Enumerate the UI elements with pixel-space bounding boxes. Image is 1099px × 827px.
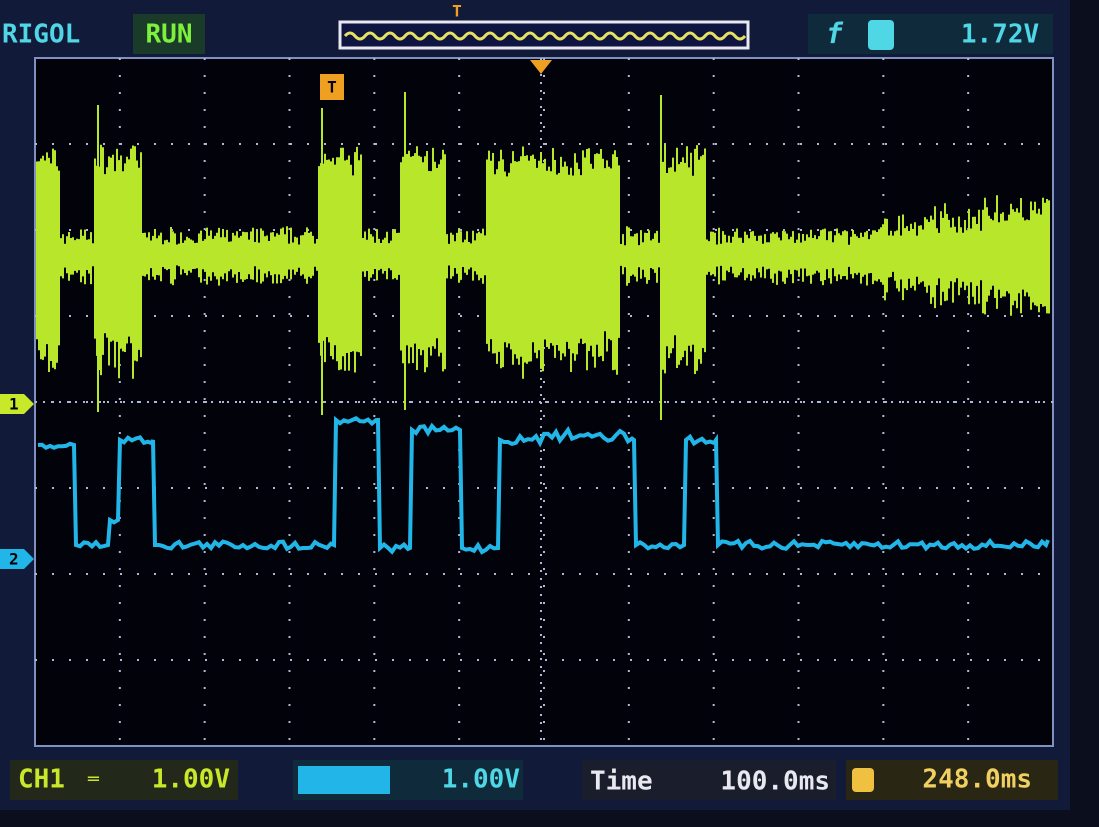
center-trigger-marker [530, 60, 552, 74]
run-status: RUN [146, 20, 193, 50]
trigger-position-marker [320, 74, 344, 100]
trigger-edge-icon: f [826, 17, 844, 50]
ch1-waveform [36, 92, 1050, 420]
status-box [133, 14, 205, 54]
trigger-source-icon [868, 20, 894, 50]
ch1-box [10, 760, 238, 800]
trigger-position-label: T [327, 78, 337, 97]
ch2-label-icon [298, 766, 390, 794]
time-scale: 100.0ms [720, 767, 830, 797]
ch1-coupling-icon: ═ [87, 769, 100, 790]
memory-bar [338, 20, 750, 50]
trigger-offset: 248.0ms [922, 765, 1032, 795]
grid [35, 58, 1053, 746]
ch1-marker-label: 1 [9, 395, 19, 414]
trigger-offset-box [846, 760, 1058, 800]
ch1-label: CH1 [18, 765, 65, 795]
memory-waveform [343, 31, 747, 41]
memory-trigger-marker: T [452, 2, 462, 21]
ch2-scale: 1.00V [442, 765, 520, 795]
trigger-offset-icon [852, 768, 874, 792]
ch2-marker-label: 2 [9, 550, 19, 569]
ch2-waveform [37, 415, 1050, 555]
time-box [582, 760, 836, 800]
ch1-scale: 1.00V [152, 765, 230, 795]
trigger-box [808, 14, 1053, 54]
brand: RIGOL [2, 20, 80, 50]
time-label: Time [590, 767, 653, 797]
ch2-marker [0, 549, 34, 569]
trigger-level: 1.72V [961, 20, 1039, 50]
ch1-marker [0, 394, 34, 414]
